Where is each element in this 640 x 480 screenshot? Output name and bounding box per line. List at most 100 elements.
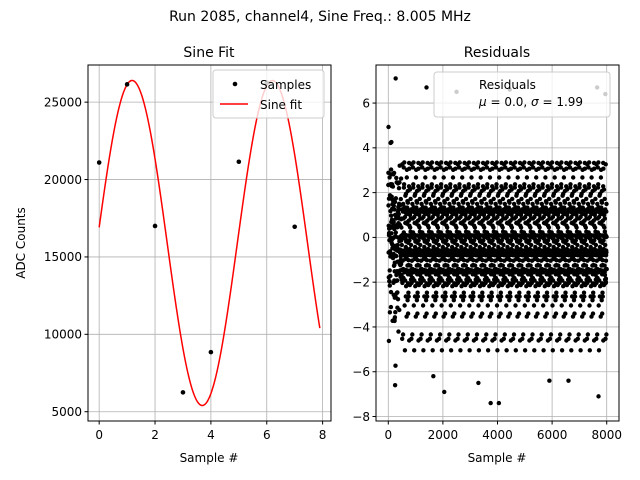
residual-point	[447, 165, 453, 170]
residuals-marks	[386, 76, 609, 406]
residual-point	[500, 225, 505, 230]
residual-point	[577, 185, 582, 190]
residual-point	[536, 184, 541, 189]
residual-point	[556, 196, 561, 202]
residual-point	[416, 187, 422, 192]
residual-point	[391, 219, 396, 225]
residual-point	[481, 166, 486, 171]
residual-point	[562, 298, 567, 303]
residual-point	[544, 200, 549, 205]
sine-fit-title: Sine Fit	[183, 45, 235, 61]
residual-point	[393, 196, 399, 201]
residual-point	[413, 175, 419, 180]
residual-point	[526, 290, 531, 295]
residual-point	[590, 298, 595, 303]
residual-point	[465, 332, 470, 337]
residual-point	[563, 311, 568, 316]
residuals-title: Residuals	[464, 45, 530, 61]
y-tick-label: 5000	[51, 405, 82, 419]
residual-point	[603, 162, 608, 167]
residual-point	[396, 186, 402, 191]
residual-point	[452, 311, 457, 316]
residual-point	[446, 336, 451, 341]
residual-point	[462, 166, 467, 171]
residual-point	[550, 303, 555, 308]
residual-point	[604, 266, 609, 272]
y-tick-label: 6	[362, 96, 370, 110]
residual-point	[603, 276, 609, 281]
residual-point	[512, 182, 518, 187]
residual-point	[473, 196, 478, 202]
x-tick-label: 0	[384, 428, 392, 442]
residual-point	[510, 336, 516, 341]
residual-point	[416, 184, 421, 189]
residual-point	[471, 184, 476, 189]
residual-point	[443, 290, 448, 295]
residual-point	[604, 201, 609, 207]
residual-point	[585, 201, 591, 207]
residual-point	[516, 298, 521, 303]
residual-point	[503, 165, 508, 170]
residual-point	[408, 196, 413, 202]
residual-point	[584, 336, 590, 341]
residuals-panel: Residuals 0 2000 4000 6000 8000−8−6−4−20246 …	[352, 45, 622, 465]
residual-point	[548, 332, 554, 337]
residual-point	[541, 278, 546, 283]
residual-point	[536, 238, 542, 243]
residual-point	[509, 225, 515, 230]
residual-point	[474, 201, 480, 207]
residual-point	[580, 175, 585, 180]
residual-point	[410, 201, 415, 207]
residual-point	[513, 278, 519, 283]
x-tick-label: 4	[207, 428, 215, 442]
residual-point	[564, 187, 570, 192]
residual-point	[518, 166, 523, 171]
residual-point	[573, 238, 578, 243]
residual-point	[512, 185, 517, 190]
residual-point	[461, 200, 466, 205]
residual-point	[511, 332, 517, 337]
residual-point	[558, 165, 563, 170]
residual-point	[396, 329, 401, 334]
residual-point	[435, 238, 440, 243]
sample-point	[292, 224, 297, 230]
residual-point	[567, 201, 572, 207]
residual-point	[456, 201, 461, 207]
residual-point	[591, 290, 596, 295]
residual-point	[472, 263, 478, 268]
residual-point	[583, 225, 588, 230]
residual-point	[545, 184, 550, 189]
residual-point	[386, 203, 391, 208]
residual-point	[558, 332, 563, 337]
residual-point	[513, 160, 518, 165]
residual-point	[462, 294, 467, 299]
residual-point	[599, 200, 605, 205]
residual-point	[386, 124, 391, 130]
residual-point	[401, 185, 407, 190]
residual-point	[596, 160, 601, 165]
residual-point	[540, 185, 545, 190]
residual-point	[423, 175, 428, 180]
y-tick-label: −6	[352, 365, 370, 379]
residual-point	[463, 196, 469, 202]
residual-point	[500, 196, 506, 202]
residual-point	[494, 185, 499, 190]
residual-point	[396, 211, 401, 217]
residual-point	[500, 263, 505, 268]
residual-point	[591, 184, 597, 189]
residual-point	[395, 242, 400, 248]
residual-point	[596, 182, 601, 187]
residual-point	[402, 160, 407, 165]
residual-point	[463, 263, 468, 268]
residual-point	[467, 278, 473, 283]
residual-point	[462, 184, 467, 189]
residual-point	[462, 238, 468, 243]
residual-point	[421, 348, 426, 353]
residual-point	[547, 196, 552, 202]
residual-point	[513, 348, 518, 353]
residual-point	[555, 187, 560, 192]
residuals-ticks: 0 2000 4000 6000 8000 −8 −6 −4 −2 0 2 4 6	[352, 96, 622, 442]
residual-point	[387, 283, 392, 288]
residual-point	[530, 201, 535, 207]
residual-point	[485, 160, 490, 165]
